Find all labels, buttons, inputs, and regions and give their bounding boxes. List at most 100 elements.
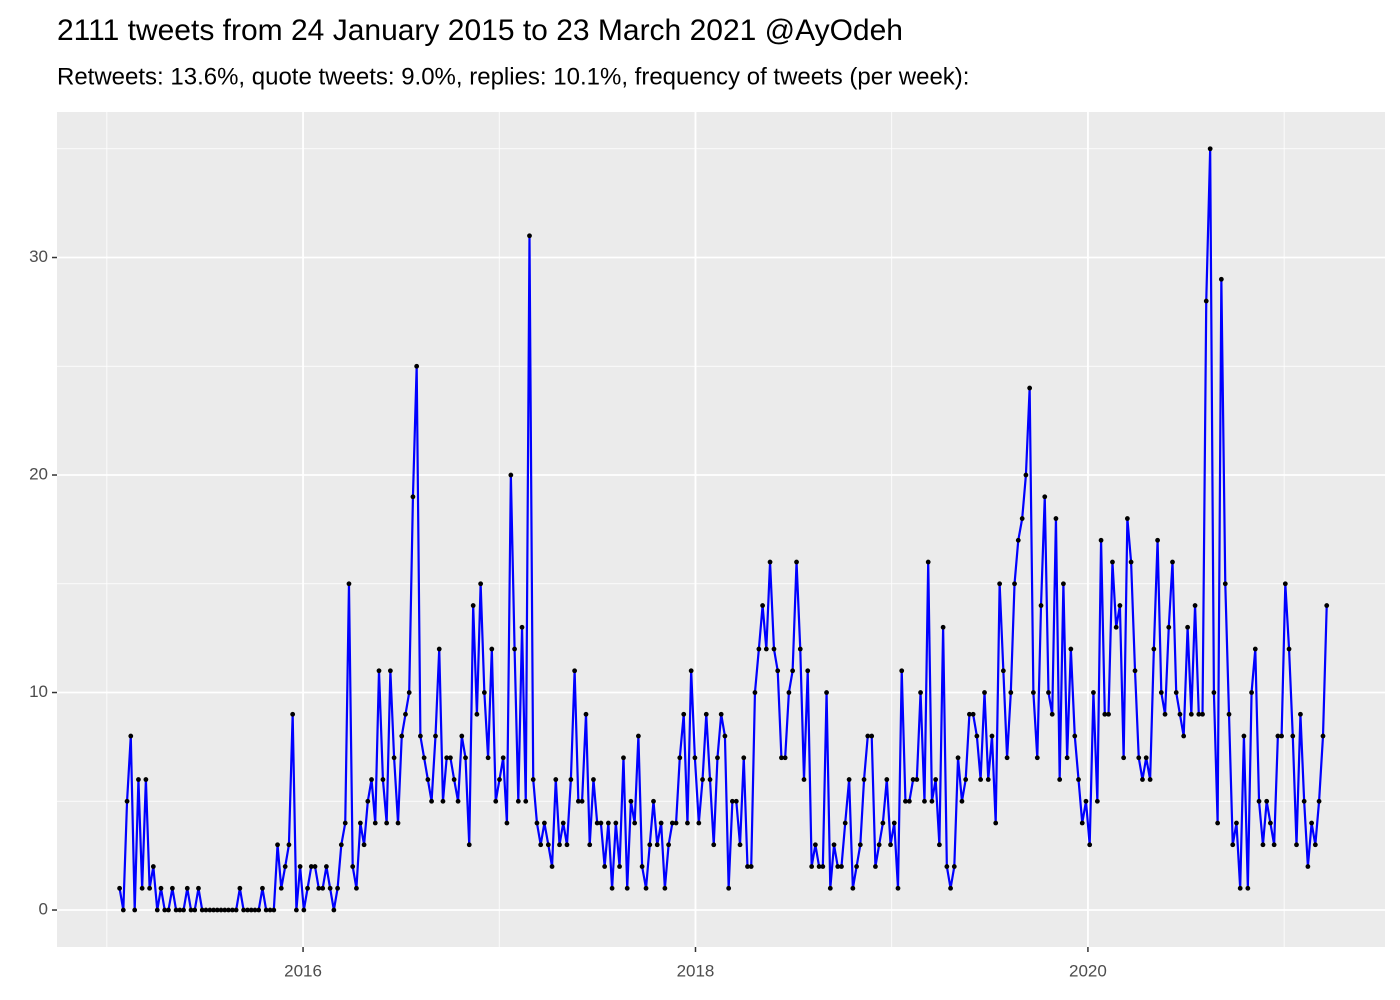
point bbox=[357, 820, 363, 826]
point bbox=[301, 907, 307, 913]
point bbox=[342, 820, 348, 826]
point bbox=[827, 885, 833, 891]
point bbox=[1271, 842, 1277, 848]
point bbox=[1237, 885, 1243, 891]
point bbox=[997, 581, 1003, 587]
point bbox=[1260, 842, 1266, 848]
point bbox=[1215, 820, 1221, 826]
point bbox=[591, 777, 596, 782]
point bbox=[271, 907, 277, 913]
point bbox=[771, 646, 777, 652]
point bbox=[985, 777, 991, 782]
point bbox=[1286, 646, 1292, 652]
point bbox=[643, 885, 649, 891]
point bbox=[733, 798, 739, 804]
point bbox=[1207, 146, 1213, 152]
point bbox=[500, 755, 506, 761]
point bbox=[448, 755, 453, 761]
point bbox=[177, 907, 183, 913]
point bbox=[681, 711, 687, 717]
point bbox=[951, 864, 957, 869]
point bbox=[1155, 537, 1160, 543]
point bbox=[478, 581, 484, 587]
point bbox=[218, 907, 224, 913]
point bbox=[1015, 537, 1021, 543]
point bbox=[1162, 711, 1168, 717]
point bbox=[1023, 472, 1029, 478]
point bbox=[602, 864, 608, 869]
point bbox=[124, 798, 130, 804]
point bbox=[763, 646, 769, 652]
y-tick-label: 30 bbox=[29, 247, 48, 266]
point bbox=[797, 646, 803, 652]
point bbox=[651, 798, 656, 804]
point bbox=[1177, 711, 1183, 717]
point bbox=[515, 798, 521, 804]
point bbox=[1301, 798, 1307, 804]
point bbox=[1245, 885, 1251, 891]
point bbox=[459, 733, 465, 739]
point bbox=[436, 646, 442, 652]
point bbox=[278, 885, 284, 891]
point bbox=[974, 733, 980, 739]
point bbox=[873, 864, 878, 869]
point bbox=[933, 777, 939, 782]
point bbox=[726, 885, 732, 891]
point bbox=[1124, 516, 1130, 521]
point bbox=[993, 820, 999, 826]
point bbox=[782, 755, 788, 761]
point bbox=[1068, 646, 1074, 652]
point bbox=[1275, 733, 1281, 739]
point bbox=[474, 711, 480, 717]
point bbox=[1083, 798, 1089, 804]
point bbox=[1158, 690, 1164, 695]
point bbox=[1140, 777, 1145, 782]
point bbox=[139, 885, 145, 891]
point bbox=[978, 777, 983, 782]
point bbox=[203, 907, 209, 913]
point bbox=[463, 755, 468, 761]
point bbox=[481, 690, 487, 695]
point bbox=[542, 820, 547, 826]
point bbox=[120, 907, 126, 913]
point bbox=[207, 907, 213, 913]
point bbox=[846, 777, 852, 782]
point bbox=[572, 668, 578, 674]
point bbox=[166, 907, 171, 913]
point bbox=[372, 820, 378, 826]
point bbox=[677, 755, 683, 761]
point bbox=[861, 777, 867, 782]
point bbox=[922, 798, 927, 804]
point bbox=[143, 777, 149, 782]
point bbox=[816, 864, 822, 869]
point bbox=[673, 820, 679, 826]
point bbox=[779, 755, 784, 761]
point bbox=[1324, 603, 1330, 608]
point bbox=[737, 842, 743, 848]
point bbox=[820, 864, 826, 869]
point bbox=[624, 885, 630, 891]
point bbox=[948, 885, 953, 891]
point bbox=[117, 885, 122, 891]
point bbox=[1170, 559, 1175, 565]
point bbox=[775, 668, 781, 674]
point bbox=[1038, 603, 1044, 608]
point bbox=[275, 842, 280, 848]
point bbox=[1185, 624, 1191, 630]
point bbox=[230, 907, 235, 913]
x-tick-label: 2020 bbox=[1069, 961, 1107, 980]
point bbox=[455, 798, 461, 804]
point bbox=[256, 907, 262, 913]
point bbox=[1192, 603, 1198, 608]
point bbox=[729, 798, 735, 804]
point bbox=[128, 733, 134, 739]
point bbox=[429, 798, 434, 804]
point bbox=[967, 711, 972, 717]
point bbox=[692, 755, 698, 761]
point bbox=[196, 885, 201, 891]
point bbox=[245, 907, 250, 913]
point bbox=[150, 864, 156, 869]
point bbox=[560, 820, 566, 826]
point bbox=[1121, 755, 1127, 761]
point bbox=[1143, 755, 1149, 761]
